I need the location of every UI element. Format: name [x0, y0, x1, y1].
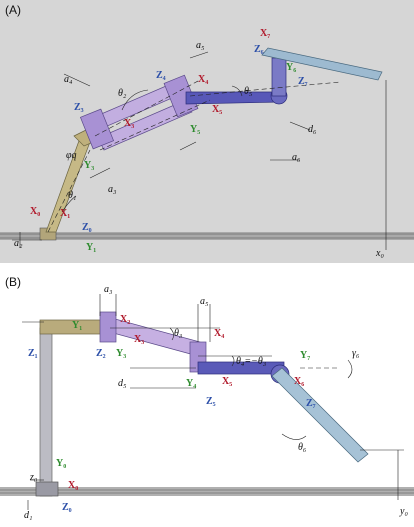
end-effector-b: [271, 367, 369, 463]
label-Y4-b: Y₄: [186, 378, 196, 389]
label-Y3-b: Y₃: [116, 348, 126, 359]
link-1-column: [39, 327, 53, 497]
label-a3: a₃: [108, 184, 117, 195]
label-X5: X₅: [212, 104, 222, 115]
label-Z0: Z₀: [82, 222, 92, 233]
label-a3-b: a₃: [104, 284, 113, 295]
label-X2-b: X₂: [120, 314, 130, 325]
label-X4: X₄: [198, 74, 208, 85]
link-5: [185, 91, 283, 105]
label-Z3: Z₃: [74, 102, 84, 113]
label-theta5: θ₅: [244, 86, 253, 97]
label-Z5-b: Z₅: [206, 396, 216, 407]
label-Z7-b: Z₇: [306, 398, 316, 409]
label-a6: a₆: [292, 152, 301, 163]
panel-b-background: [0, 264, 414, 527]
label-Y5: Y₅: [190, 124, 200, 135]
label-X7: X₇: [260, 28, 270, 39]
robot-base-b: [35, 481, 59, 497]
link-2-parallel-arm: [79, 74, 199, 151]
label-a5-b: a₅: [200, 296, 209, 307]
panel-a-figure: (A): [0, 0, 414, 263]
panel-a: (A): [0, 0, 414, 263]
label-theta3-b: θ₃: [174, 328, 183, 339]
ground-rail: [0, 232, 414, 240]
label-z0-b: z₀: [29, 472, 38, 483]
label-a2: a₂: [14, 238, 23, 249]
label-phi-q: φq: [66, 150, 77, 161]
label-Y1-b: Y₁: [72, 320, 82, 331]
label-a5: a₅: [196, 40, 205, 51]
end-effector: [261, 47, 383, 81]
label-Z6: Z₆: [254, 44, 264, 55]
label-y0-b: y₀: [399, 506, 408, 517]
label-theta6-b: θ₆: [298, 442, 307, 453]
label-Y3: Y₃: [84, 160, 94, 171]
ground-rail-b: [0, 487, 414, 496]
label-Y7-b: Y₇: [300, 350, 310, 361]
label-X4-b: X₄: [214, 328, 224, 339]
label-X0-b: X₀: [68, 480, 78, 491]
label-a4: a₄: [64, 74, 73, 85]
label-X0: X₀: [30, 206, 40, 217]
label-d1-b: d₁: [24, 510, 32, 521]
dimension-lines-b: [22, 294, 404, 510]
label-X5-b: X₅: [222, 376, 232, 387]
label-X1: X₁: [60, 208, 70, 219]
label-Z2-b: Z₂: [96, 348, 106, 359]
label-X6-b: X₆: [294, 376, 304, 387]
panel-a-background: [0, 0, 414, 263]
label-theta4-b: θ₄=−θ₃: [236, 356, 267, 367]
panel-a-label: (A): [5, 3, 21, 17]
label-X3-b: X₃: [134, 334, 144, 345]
panel-b: (B) Y₁ Z₁ X₂: [0, 264, 414, 527]
label-Y1: Y₁: [86, 242, 96, 253]
angle-arcs-a: [61, 85, 243, 213]
panel-b-figure: (B) Y₁ Z₁ X₂: [0, 264, 414, 527]
label-d6: d₆: [308, 124, 317, 135]
label-Z4: Z₄: [156, 70, 166, 81]
label-theta1: θ₁: [68, 190, 76, 201]
label-Y0-b: Y₀: [56, 458, 66, 469]
panel-b-label: (B): [5, 275, 21, 289]
label-x0: x₀: [375, 248, 384, 259]
angle-arcs-b: [169, 327, 353, 440]
label-gamma6-b: γ₆: [352, 348, 360, 359]
dimension-lines-a: [12, 51, 387, 250]
label-d5-b: d₅: [118, 378, 127, 389]
joint-2-3: [99, 311, 117, 343]
label-Y6: Y₆: [286, 62, 296, 73]
label-theta2: θ₂: [118, 88, 127, 99]
wrist-link: [271, 57, 287, 97]
label-Z0-b: Z₀: [62, 502, 72, 513]
label-X3: X₃: [124, 118, 134, 129]
label-Z1-b: Z₁: [28, 348, 38, 359]
label-Z7: Z₇: [298, 76, 308, 87]
